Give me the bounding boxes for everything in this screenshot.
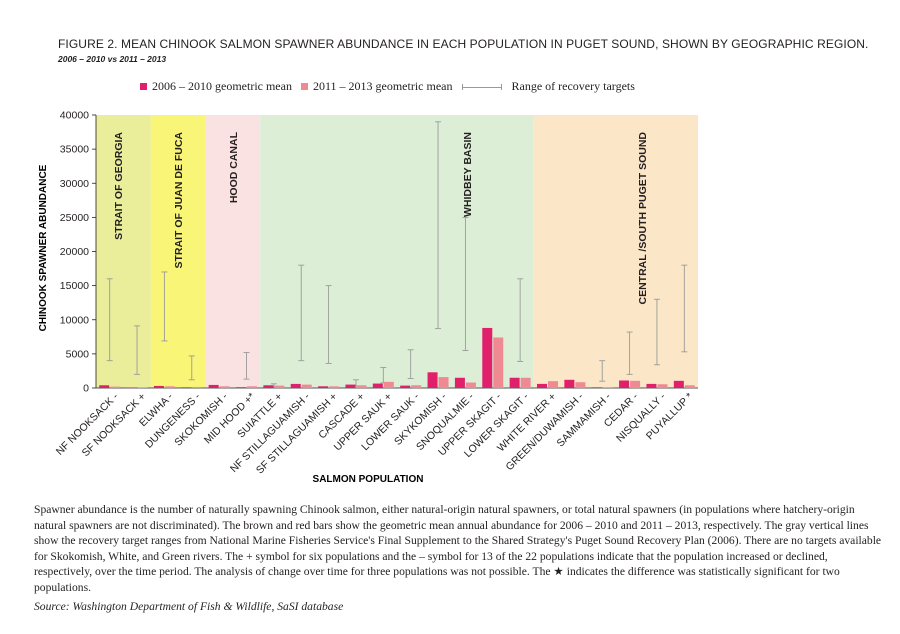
bar-series1 — [509, 377, 520, 388]
bar-series2 — [602, 387, 613, 388]
bar-series1 — [454, 377, 465, 388]
figure-source: Source: Washington Department of Fish & … — [34, 600, 344, 613]
bar-series2 — [301, 384, 312, 388]
y-tick-label: 5000 — [66, 348, 90, 360]
legend-item-range: Range of recovery targets — [461, 79, 635, 94]
figure-caption: Spawner abundance is the number of natur… — [34, 503, 882, 594]
legend-label-series1: 2006 – 2010 geometric mean — [152, 79, 292, 93]
bar-series2 — [548, 381, 558, 388]
bar-series1 — [99, 385, 110, 388]
bar-series1 — [236, 387, 246, 388]
legend-item-series2: 2011 – 2013 geometric mean — [300, 79, 453, 94]
region-backgrounds — [96, 115, 698, 388]
bar-series2 — [520, 377, 531, 388]
recovery-target-ranges — [106, 121, 688, 388]
bar-series1 — [208, 384, 219, 388]
y-tick-label: 40000 — [60, 110, 89, 122]
bar-series2 — [411, 385, 422, 388]
legend-label-series2: 2011 – 2013 geometric mean — [312, 79, 453, 93]
bar-series2 — [329, 386, 340, 388]
bars — [99, 327, 695, 389]
bar-series2 — [192, 386, 203, 388]
bar-series2 — [219, 386, 230, 388]
x-tick-labels: NF NOOKSACK -SF NOOKSACK +ELWHA -DUNGENE… — [54, 390, 696, 476]
bar-series2 — [164, 386, 175, 388]
bar-series2 — [493, 337, 504, 388]
bar-series1 — [153, 385, 164, 388]
bar-series1 — [673, 380, 684, 388]
bar-series1 — [646, 383, 657, 388]
bar-series1 — [126, 387, 137, 389]
bar-series1 — [400, 385, 411, 388]
bar-series1 — [345, 384, 356, 388]
bar-series1 — [537, 383, 547, 388]
x-axis-label: SALMON POPULATION — [313, 474, 424, 485]
y-tick-label: 25000 — [60, 212, 89, 224]
bar-series2 — [356, 385, 367, 388]
bar-series1 — [482, 327, 493, 388]
y-tick-label: 0 — [83, 383, 89, 395]
bar-series1 — [372, 383, 383, 388]
bar-series2 — [465, 382, 476, 388]
legend-swatch-series1 — [140, 83, 147, 90]
region-label: WHIDBEY BASIN — [462, 132, 474, 217]
bar-series2 — [575, 382, 586, 388]
y-axis-label: CHINOOK SPAWNER ABUNDANCE — [38, 164, 49, 331]
bar-series2 — [630, 380, 641, 388]
legend-item-series1: 2006 – 2010 geometric mean — [140, 79, 292, 94]
y-tick-label: 20000 — [60, 246, 89, 258]
chart-canvas: 0 5000 10000 15000 20000 25000 30000 35000 40000… — [38, 110, 698, 485]
region-label: CENTRAL /SOUTH PUGET SOUND — [637, 132, 649, 305]
chart-legend: 2006 – 2010 geometric mean 2011 – 2013 g… — [140, 79, 644, 94]
range-whisker-icon — [461, 83, 502, 91]
bar-series1 — [427, 372, 438, 388]
bar-series1 — [564, 379, 575, 388]
bar-series1 — [290, 383, 301, 388]
bar-series2 — [383, 381, 394, 388]
bar-series2 — [110, 386, 121, 388]
region-bg — [205, 115, 261, 388]
y-tick-label: 15000 — [60, 280, 89, 292]
bar-series1 — [263, 385, 274, 388]
region-label: STRAIT OF GEORGIA — [113, 132, 125, 240]
region-bg — [96, 115, 151, 388]
figure-subtitle: 2006 – 2010 vs 2011 – 2013 — [58, 54, 167, 64]
region-labels: STRAIT OF GEORGIA STRAIT OF JUAN DE FUCA H… — [113, 131, 649, 304]
bar-series1 — [181, 387, 192, 388]
bar-series2 — [657, 384, 668, 388]
region-label: STRAIT OF JUAN DE FUCA — [173, 132, 185, 269]
bar-series2 — [274, 385, 285, 388]
bar-series2 — [137, 387, 148, 388]
legend-label-range: Range of recovery targets — [511, 79, 635, 93]
y-tick-label: 35000 — [60, 144, 89, 156]
region-bg — [150, 115, 206, 388]
region-bg — [533, 115, 698, 388]
figure-title: FIGURE 2. MEAN CHINOOK SALMON SPAWNER AB… — [58, 37, 869, 51]
bar-series2 — [438, 377, 449, 388]
bar-series2 — [247, 386, 257, 388]
bar-series2 — [684, 385, 695, 388]
bar-series1 — [591, 387, 602, 388]
region-label: HOOD CANAL — [228, 131, 240, 203]
y-tick-label: 30000 — [60, 178, 89, 190]
y-tick-label: 10000 — [60, 314, 89, 326]
legend-swatch-series2 — [300, 83, 308, 90]
bar-series1 — [619, 380, 630, 388]
bar-series1 — [318, 386, 329, 388]
